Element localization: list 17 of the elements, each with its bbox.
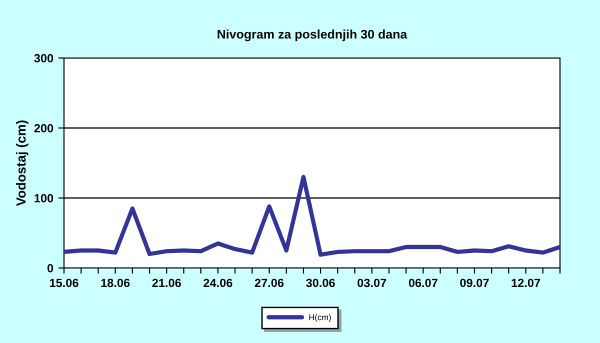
chart-title: Nivogram za poslednjih 30 dana [218, 29, 408, 42]
x-tick-label: 06.07 [408, 278, 438, 288]
x-tick-label: 03.07 [358, 278, 386, 288]
y-tick-label: 300 [34, 54, 54, 62]
y-axis-title: Vodostaj (cm) [16, 120, 28, 206]
x-tick-label: 24.06 [204, 278, 232, 288]
y-tick-label: 0 [47, 264, 54, 272]
legend-label: H(cm) [309, 314, 331, 322]
y-tick-label: 200 [34, 124, 54, 132]
y-tick-label: 100 [34, 194, 54, 202]
x-tick-label: 09.07 [460, 278, 489, 288]
x-tick-label: 21.06 [152, 278, 181, 288]
x-tick-label: 15.06 [50, 278, 78, 288]
x-tick-label: 12.07 [512, 278, 540, 288]
x-tick-label: 30.06 [306, 278, 335, 288]
x-tick-label: 18.06 [101, 278, 130, 288]
x-tick-label: 27.06 [254, 278, 284, 288]
